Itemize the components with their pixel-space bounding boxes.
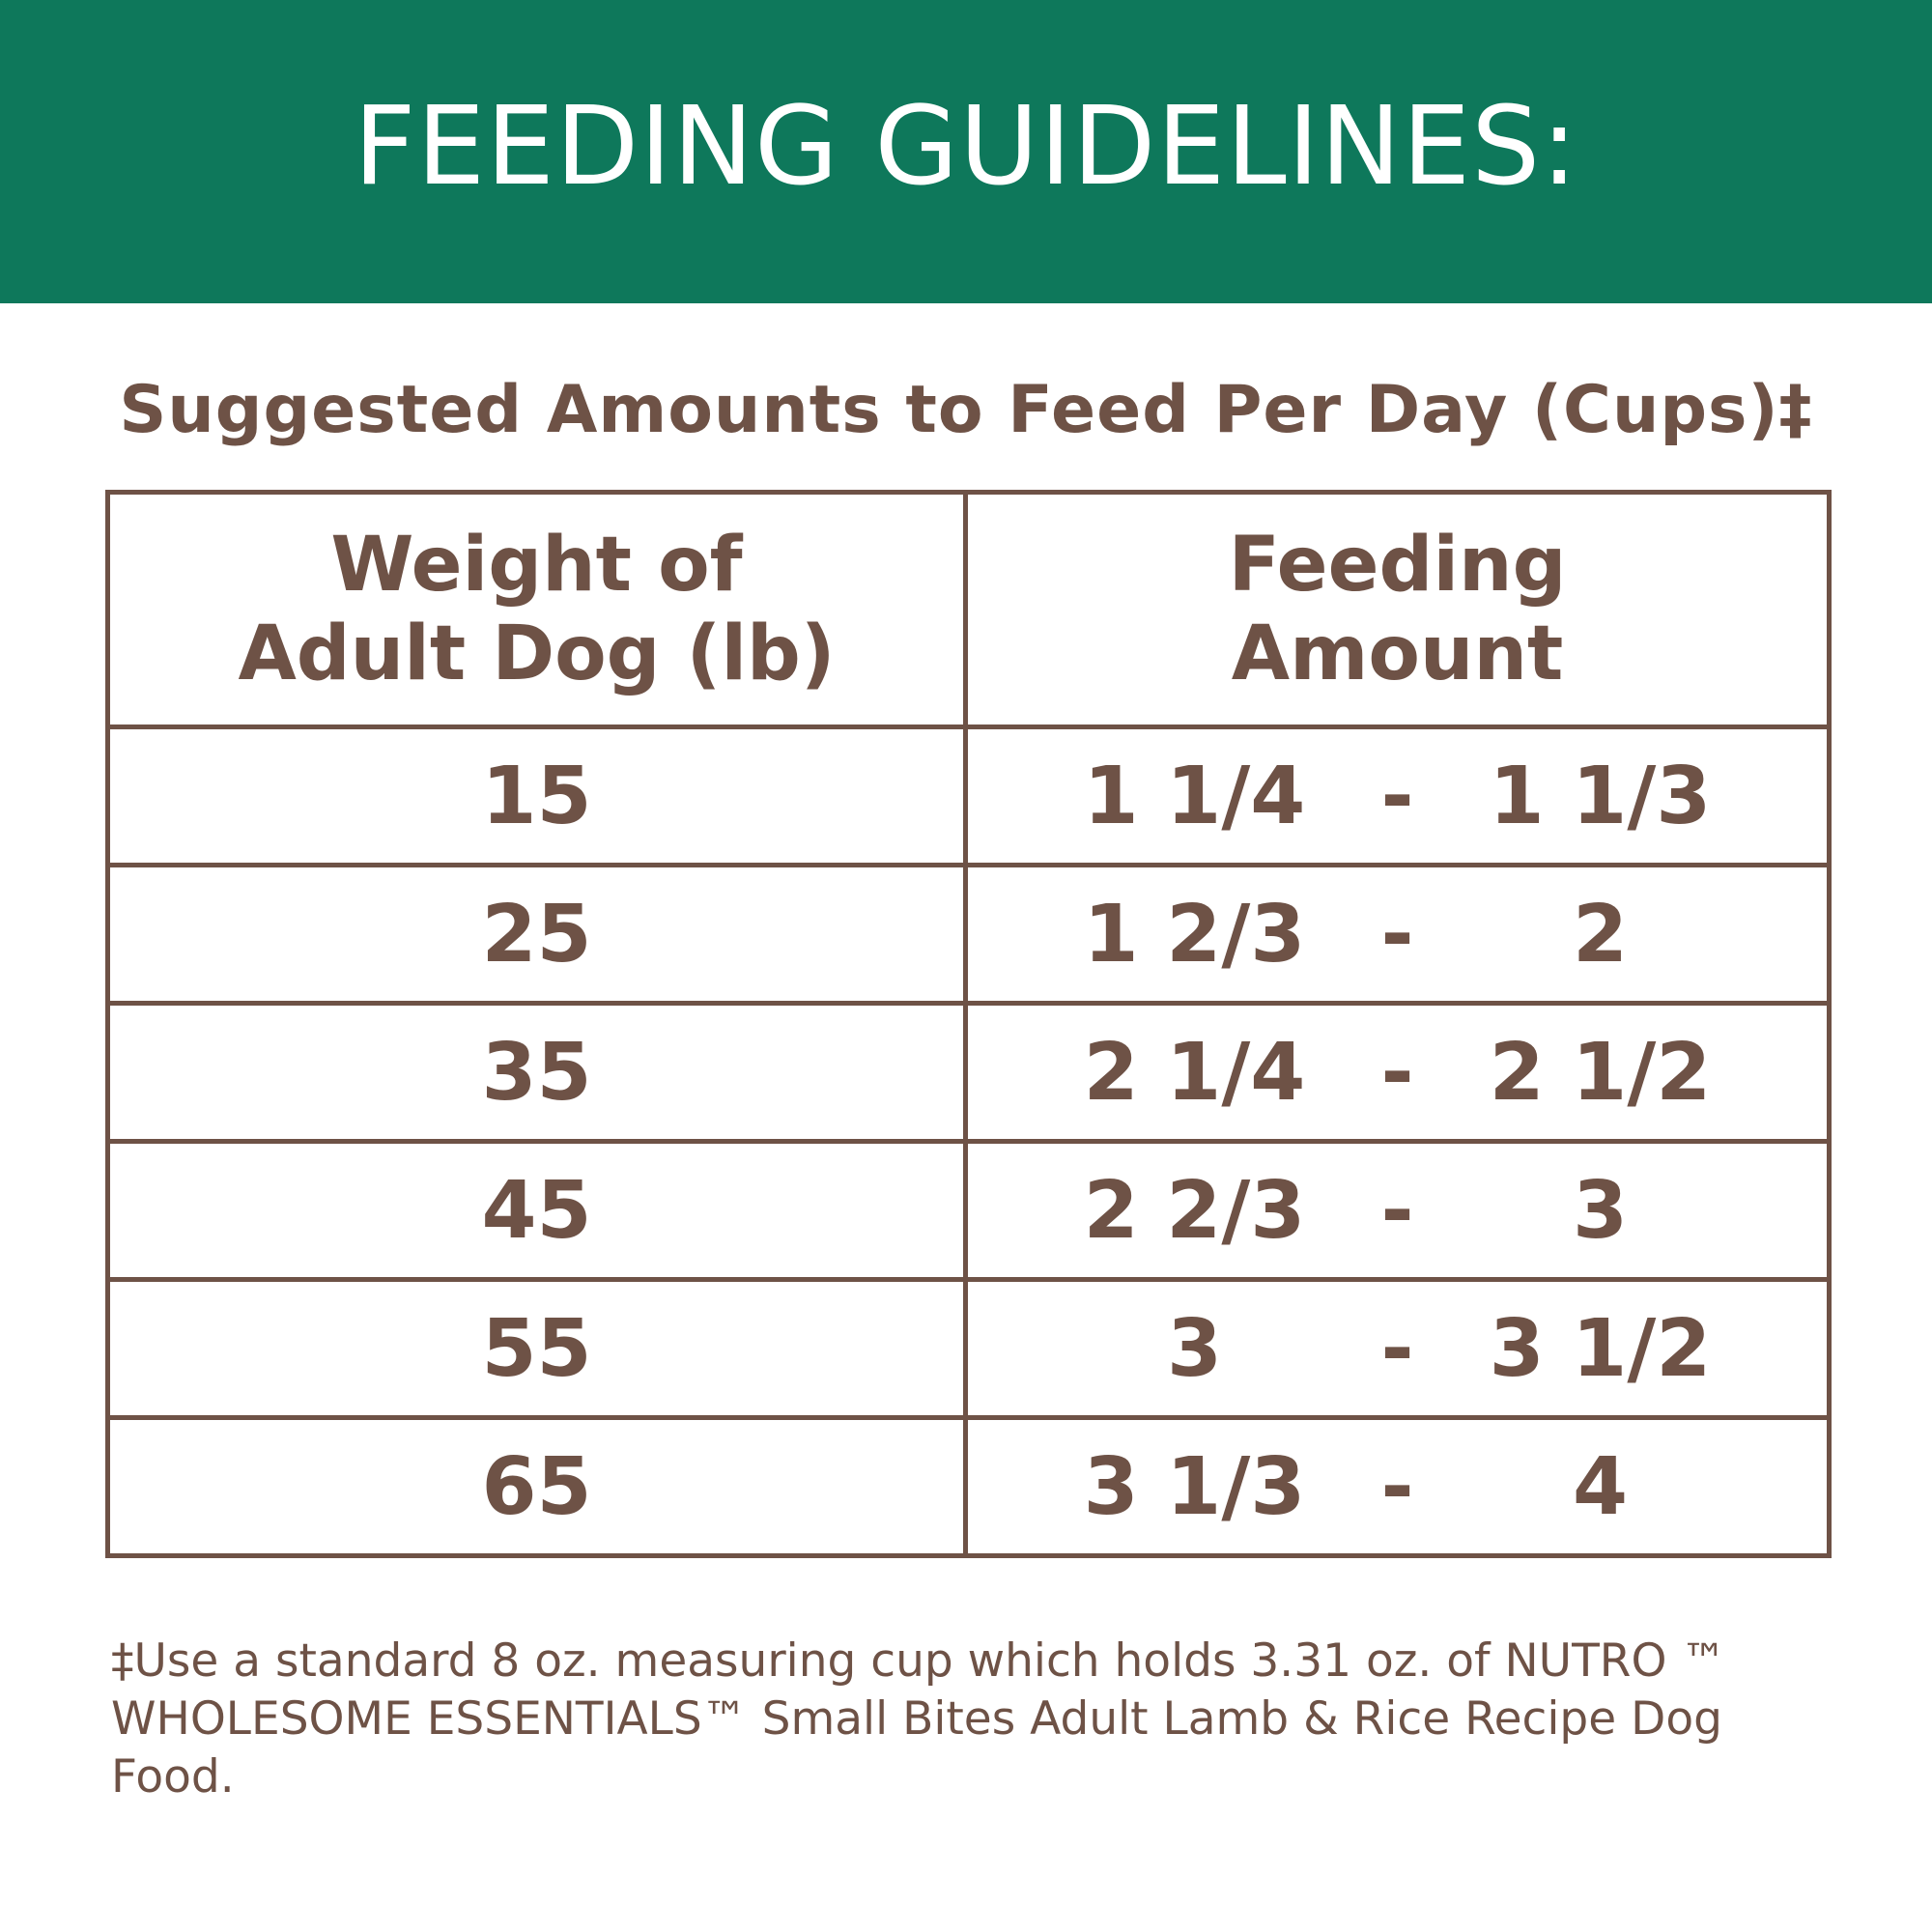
- page-title: FEEDING GUIDELINES:: [353, 84, 1578, 210]
- weight-cell: 15: [105, 724, 968, 867]
- header-amount-line-2: Amount: [1231, 611, 1564, 697]
- amount-low: 1 1/4: [1083, 750, 1306, 842]
- amount-high: 3: [1572, 1164, 1629, 1257]
- weight-cell: 55: [105, 1277, 968, 1420]
- table-row: 55 3 -3 1/2: [105, 1277, 1832, 1420]
- table-caption: Suggested Amounts to Feed Per Day (Cups)…: [119, 372, 1813, 448]
- header-weight-line-2: Adult Dog (lb): [238, 611, 836, 697]
- amount-high: 1 1/3: [1489, 750, 1712, 842]
- weight-cell: 45: [105, 1139, 968, 1282]
- amount-high: 2: [1572, 888, 1629, 980]
- table-row: 25 1 2/3- 2: [105, 863, 1832, 1006]
- table-header-row: Weight of Adult Dog (lb) Feeding Amount: [105, 490, 1832, 729]
- feeding-table: Weight of Adult Dog (lb) Feeding Amount …: [105, 490, 1832, 1558]
- amount-low: 3: [1166, 1302, 1223, 1395]
- amount-low: 2 1/4: [1083, 1026, 1306, 1119]
- amount-high: 3 1/2: [1489, 1302, 1712, 1395]
- amount-dash: -: [1380, 750, 1414, 842]
- amount-dash: -: [1380, 1026, 1414, 1119]
- footnote: ‡Use a standard 8 oz. measuring cup whic…: [111, 1634, 1727, 1804]
- amount-dash: -: [1380, 1440, 1414, 1533]
- amount-cell: 3 1/3- 4: [963, 1415, 1832, 1558]
- amount-dash: -: [1380, 1164, 1414, 1257]
- amount-cell: 1 2/3- 2: [963, 863, 1832, 1006]
- header-amount: Feeding Amount: [963, 490, 1832, 729]
- weight-cell: 35: [105, 1001, 968, 1144]
- table-row: 65 3 1/3- 4: [105, 1415, 1832, 1558]
- amount-high: 4: [1572, 1440, 1629, 1533]
- header-amount-line-1: Feeding: [1228, 522, 1567, 609]
- amount-high: 2 1/2: [1489, 1026, 1712, 1119]
- amount-low: 1 2/3: [1083, 888, 1306, 980]
- weight-cell: 65: [105, 1415, 968, 1558]
- amount-cell: 3 -3 1/2: [963, 1277, 1832, 1420]
- header-banner: FEEDING GUIDELINES:: [0, 0, 1932, 303]
- header-weight-line-1: Weight of: [330, 522, 743, 609]
- amount-low: 2 2/3: [1083, 1164, 1306, 1257]
- header-weight: Weight of Adult Dog (lb): [105, 490, 968, 729]
- table-row: 15 1 1/4-1 1/3: [105, 724, 1832, 867]
- amount-cell: 2 2/3- 3: [963, 1139, 1832, 1282]
- table-row: 45 2 2/3- 3: [105, 1139, 1832, 1282]
- amount-cell: 1 1/4-1 1/3: [963, 724, 1832, 867]
- amount-dash: -: [1380, 888, 1414, 980]
- amount-dash: -: [1380, 1302, 1414, 1395]
- weight-cell: 25: [105, 863, 968, 1006]
- amount-low: 3 1/3: [1083, 1440, 1306, 1533]
- amount-cell: 2 1/4-2 1/2: [963, 1001, 1832, 1144]
- table-row: 35 2 1/4-2 1/2: [105, 1001, 1832, 1144]
